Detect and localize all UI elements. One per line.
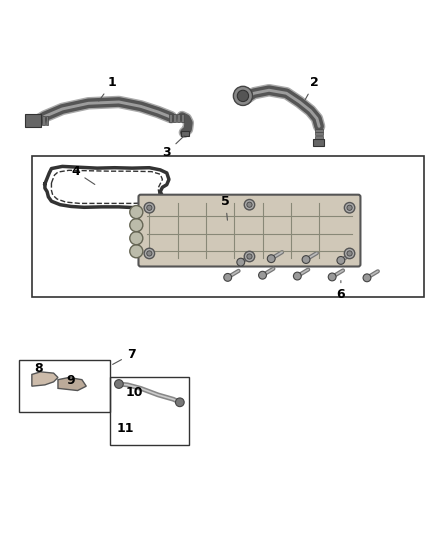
- Circle shape: [237, 90, 249, 102]
- Polygon shape: [177, 114, 180, 122]
- Circle shape: [130, 219, 143, 232]
- Text: 6: 6: [336, 280, 345, 301]
- Circle shape: [302, 256, 310, 263]
- Polygon shape: [58, 377, 86, 391]
- Circle shape: [337, 256, 345, 264]
- Circle shape: [258, 271, 266, 279]
- Text: 2: 2: [305, 76, 319, 100]
- Bar: [19, 360, 110, 413]
- Text: 11: 11: [117, 422, 134, 435]
- Circle shape: [224, 273, 232, 281]
- Circle shape: [115, 379, 123, 389]
- Circle shape: [247, 254, 252, 259]
- Polygon shape: [25, 114, 41, 127]
- Polygon shape: [32, 116, 35, 125]
- Circle shape: [144, 248, 155, 259]
- Circle shape: [144, 203, 155, 213]
- Text: 9: 9: [67, 374, 75, 387]
- Polygon shape: [181, 131, 188, 136]
- Polygon shape: [35, 116, 38, 125]
- Circle shape: [237, 258, 245, 266]
- Polygon shape: [46, 116, 48, 125]
- Circle shape: [147, 205, 152, 211]
- Text: 1: 1: [99, 76, 117, 101]
- Circle shape: [244, 199, 254, 210]
- Text: 5: 5: [221, 195, 230, 220]
- Circle shape: [130, 232, 143, 245]
- Circle shape: [147, 251, 152, 256]
- Circle shape: [130, 245, 143, 258]
- Polygon shape: [173, 114, 176, 122]
- Circle shape: [293, 272, 301, 280]
- FancyBboxPatch shape: [138, 195, 360, 266]
- Bar: [110, 377, 188, 445]
- Circle shape: [363, 274, 371, 282]
- Circle shape: [267, 255, 275, 263]
- Text: 8: 8: [34, 362, 42, 375]
- Circle shape: [347, 251, 352, 256]
- Polygon shape: [314, 140, 324, 146]
- Polygon shape: [181, 114, 184, 122]
- Polygon shape: [315, 140, 323, 142]
- Polygon shape: [39, 116, 42, 125]
- Circle shape: [244, 251, 254, 262]
- Circle shape: [344, 203, 355, 213]
- Polygon shape: [315, 129, 323, 132]
- Polygon shape: [32, 372, 58, 386]
- Polygon shape: [315, 133, 323, 135]
- Circle shape: [328, 273, 336, 281]
- Text: 7: 7: [113, 348, 135, 365]
- Circle shape: [347, 205, 352, 211]
- Polygon shape: [169, 114, 172, 122]
- Circle shape: [233, 86, 253, 106]
- Bar: [32, 156, 424, 297]
- Circle shape: [130, 206, 143, 219]
- Circle shape: [176, 398, 184, 407]
- Circle shape: [344, 248, 355, 259]
- Circle shape: [247, 202, 252, 207]
- Text: 10: 10: [125, 386, 143, 399]
- Text: 3: 3: [162, 136, 184, 159]
- Polygon shape: [315, 136, 323, 139]
- Polygon shape: [42, 116, 45, 125]
- Text: 4: 4: [71, 165, 95, 184]
